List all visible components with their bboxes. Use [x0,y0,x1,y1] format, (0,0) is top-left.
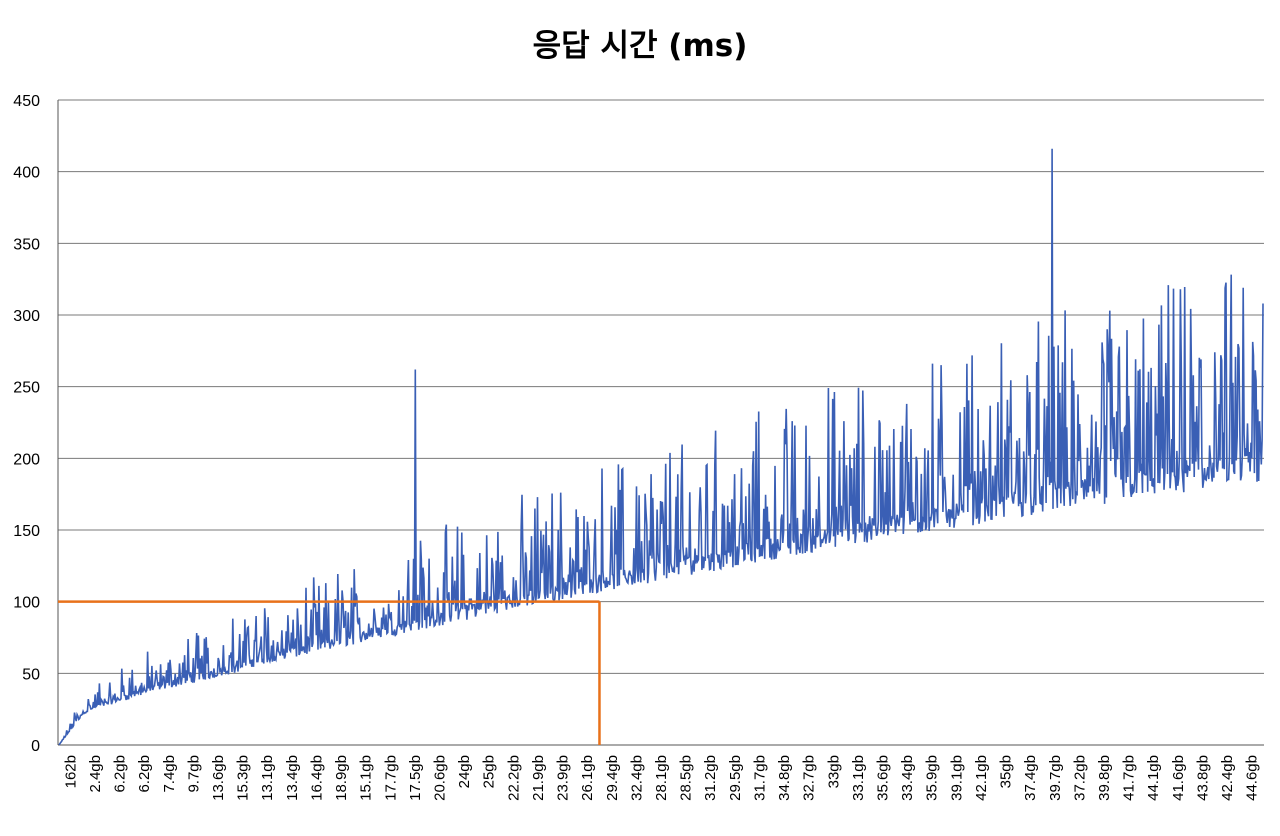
x-tick-label: 15.1gb [358,755,375,801]
x-tick-label: 35.9gb [924,755,941,801]
x-tick-label: 39.8gb [1096,755,1113,801]
x-tick-label: 33.4gb [899,755,916,801]
x-tick-label: 6.2gb [112,755,129,793]
x-tick-label: 20.6gb [431,755,448,801]
y-tick-label: 0 [31,738,40,755]
x-tick-label: 33.1gb [850,755,867,801]
x-tick-label: 24gb [456,755,473,788]
y-tick-label: 250 [13,380,40,397]
x-tick-label: 35.6gb [875,755,892,801]
x-tick-label: 41.6gb [1170,755,1187,801]
x-tick-label: 15.3gb [235,755,252,801]
series-line [58,148,1264,746]
x-tick-label: 9.7gb [185,755,202,793]
x-tick-label: 34.8gb [776,755,793,801]
x-tick-label: 17.7gb [382,755,399,801]
x-tick-label: 32.4gb [628,755,645,801]
x-tick-label: 28.5gb [678,755,695,801]
x-tick-label: 37.2gb [1071,755,1088,801]
y-tick-label: 100 [13,595,40,612]
x-tick-label: 162b [62,755,79,788]
x-tick-label: 39.1gb [948,755,965,801]
y-tick-label: 200 [13,451,40,468]
x-tick-label: 32.7gb [801,755,818,801]
y-tick-label: 50 [22,666,40,683]
y-tick-label: 300 [13,308,40,325]
x-tick-label: 37.4gb [1022,755,1039,801]
x-tick-label: 44.1gb [1145,755,1162,801]
x-tick-label: 31.2gb [702,755,719,801]
x-tick-label: 39.7gb [1047,755,1064,801]
x-tick-label: 31.7gb [751,755,768,801]
x-tick-label: 13.1gb [259,755,276,801]
x-tick-label: 21.9gb [530,755,547,801]
x-tick-label: 17.5gb [407,755,424,801]
x-tick-label: 41.7gb [1121,755,1138,801]
x-tick-label: 29.4gb [604,755,621,801]
x-tick-label: 6.2gb [136,755,153,793]
x-tick-label: 25gb [481,755,498,788]
y-tick-label: 400 [13,165,40,182]
x-tick-label: 28.1gb [653,755,670,801]
x-tick-label: 42.4gb [1219,755,1236,801]
x-tick-label: 13.4gb [284,755,301,801]
x-tick-label: 13.6gb [210,755,227,801]
x-tick-label: 23.9gb [555,755,572,801]
x-tick-label: 18.9gb [333,755,350,801]
x-tick-label: 42.1gb [973,755,990,801]
x-tick-label: 22.2gb [505,755,522,801]
x-tick-label: 2.4gb [87,755,104,793]
x-tick-label: 44.6gb [1244,755,1261,801]
x-tick-label: 35gb [998,755,1015,788]
x-tick-label: 16.4gb [308,755,325,801]
y-tick-label: 350 [13,236,40,253]
y-tick-label: 450 [13,93,40,110]
x-tick-label: 43.8gb [1194,755,1211,801]
x-tick-label: 33gb [825,755,842,788]
chart-title: 응답 시간 (ms) [532,28,748,64]
x-tick-label: 26.1gb [579,755,596,801]
x-tick-label: 29.5gb [727,755,744,801]
x-tick-label: 7.4gb [161,755,178,793]
y-tick-label: 150 [13,523,40,540]
